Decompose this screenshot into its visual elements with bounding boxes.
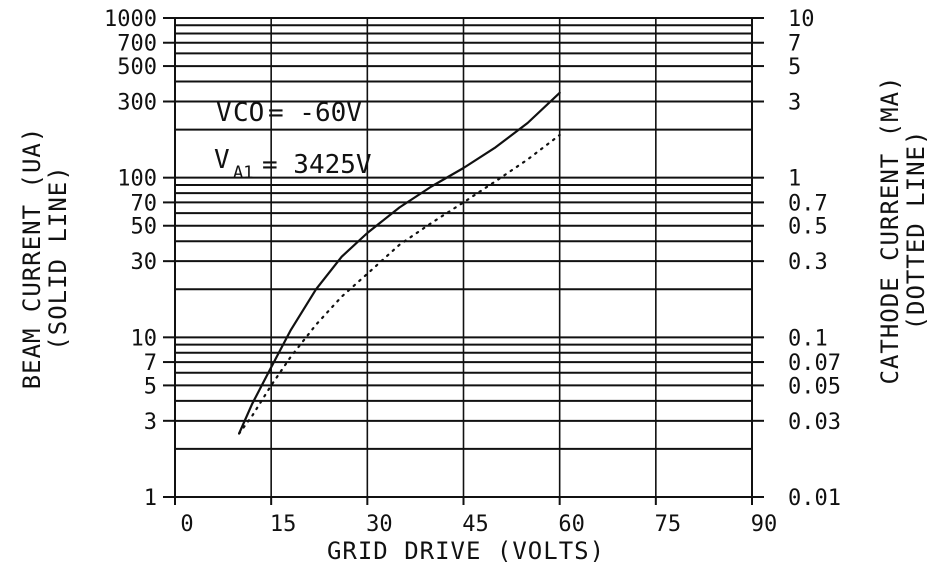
left-tick-label: 300 bbox=[117, 90, 157, 115]
right-tick-label: 0.07 bbox=[788, 351, 841, 376]
x-tick-label: 0 bbox=[180, 512, 193, 537]
x-tick-label: 90 bbox=[751, 512, 778, 537]
right-tick-label: 5 bbox=[788, 55, 801, 80]
right-tick-label: 0.7 bbox=[788, 191, 828, 216]
annotation-va1-value: = 3425V bbox=[262, 150, 372, 180]
right-tick-label: 1 bbox=[788, 167, 801, 192]
left-tick-label: 3 bbox=[144, 410, 157, 435]
x-tick-label: 45 bbox=[462, 512, 489, 537]
annotation-vco-value: = -60V bbox=[268, 98, 362, 128]
tick-labels: 10007005003001007050301075311075310.70.5… bbox=[104, 7, 841, 537]
right-tick-label: 3 bbox=[788, 90, 801, 115]
series-beam-current-line bbox=[238, 91, 561, 435]
grid bbox=[174, 18, 753, 498]
right-tick-label: 0.01 bbox=[788, 486, 841, 511]
left-tick-label: 30 bbox=[131, 250, 158, 275]
right-tick-label: 7 bbox=[788, 32, 801, 57]
right-tick-label: 0.1 bbox=[788, 326, 828, 351]
x-tick-label: 60 bbox=[558, 512, 585, 537]
left-axis-label-2: (SOLID LINE) bbox=[44, 165, 72, 350]
left-tick-label: 1000 bbox=[104, 7, 157, 32]
x-tick-label: 75 bbox=[655, 512, 682, 537]
annotation-vco-sub: CO bbox=[233, 98, 264, 128]
left-tick-label: 50 bbox=[131, 215, 158, 240]
right-tick-label: 0.3 bbox=[788, 250, 828, 275]
right-axis-label-2: (DOTTED LINE) bbox=[902, 130, 930, 331]
annotation-vco: V CO = -60V bbox=[216, 98, 362, 128]
right-tick-label: 0.03 bbox=[788, 410, 841, 435]
right-tick-label: 10 bbox=[788, 7, 815, 32]
left-tick-label: 5 bbox=[144, 374, 157, 399]
left-tick-label: 70 bbox=[131, 191, 158, 216]
series-layer bbox=[238, 91, 561, 435]
right-tick-label: 0.05 bbox=[788, 374, 841, 399]
left-axis-label-1: BEAM CURRENT (UA) bbox=[18, 127, 46, 390]
annotation-vco-v: V bbox=[216, 98, 232, 128]
left-tick-label: 10 bbox=[131, 326, 158, 351]
left-tick-label: 500 bbox=[117, 55, 157, 80]
right-axis-label-1: CATHODE CURRENT (MA) bbox=[876, 76, 904, 385]
annotation-va1-v: V bbox=[214, 145, 230, 175]
x-tick-label: 15 bbox=[270, 512, 297, 537]
left-tick-label: 7 bbox=[144, 351, 157, 376]
annotation-va1-sub: A1 bbox=[233, 163, 253, 183]
left-tick-label: 700 bbox=[117, 32, 157, 57]
right-tick-label: 0.5 bbox=[788, 215, 828, 240]
x-tick-label: 30 bbox=[366, 512, 393, 537]
left-tick-label: 1 bbox=[144, 486, 157, 511]
left-tick-label: 100 bbox=[117, 167, 157, 192]
x-axis-label: GRID DRIVE (VOLTS) bbox=[327, 537, 605, 565]
annotation-va1: V A1 = 3425V bbox=[214, 145, 372, 183]
